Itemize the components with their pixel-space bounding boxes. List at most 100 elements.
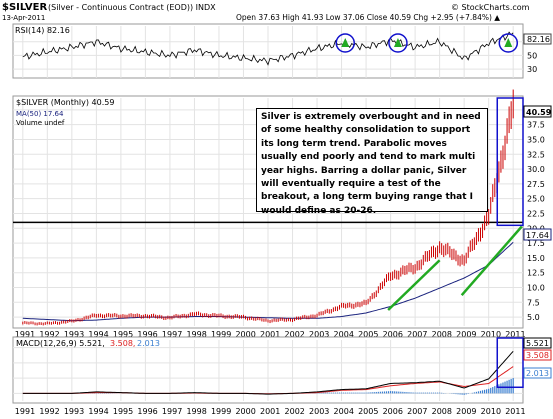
year-tick-label: 1991 [15,407,35,416]
price-year-axis: 1991 1992 1993 1994 1995 1996 1997 1998 1999 2000… [15,330,526,339]
price-tick-label: 17.5 [527,239,545,248]
chart-date: 13-Apr-2011 [2,14,45,22]
chart-quote: Open 37.63 High 41.93 Low 37.06 Close 40… [236,13,500,22]
year-tick-label: 2006 [383,330,403,339]
year-tick-label: 2007 [407,330,427,339]
year-tick-label: 2006 [383,407,403,416]
ma-line [22,241,514,322]
last-price-box [523,105,552,118]
year-tick-label: 1995 [113,330,133,339]
year-tick-label: 2011 [505,330,525,339]
macd-line [22,350,514,395]
year-tick-label: 1998 [186,330,206,339]
year-tick-label: 2002 [285,407,305,416]
year-tick-label: 2004 [334,330,354,339]
year-tick-label: 1993 [64,407,84,416]
rsi-value-label: 82.16 [527,35,550,44]
hist-value-label: 2.013 [526,369,549,378]
year-tick-label: 1994 [88,330,108,339]
chart-symbol: $SILVER [2,2,47,13]
year-tick-label: 1998 [186,407,206,416]
rsi-overbought-circle [335,33,355,53]
rsi-line [22,31,514,66]
year-tick-label: 1992 [39,407,59,416]
year-tick-label: 2003 [309,330,329,339]
price-tick-label: 27.5 [527,180,545,189]
hist-value-box [523,367,552,379]
year-tick-label: 1997 [162,407,182,416]
price-tick-label: 32.5 [527,150,545,159]
rsi-value-box [523,33,552,45]
rsi-peak-marker [504,38,513,47]
macd-year-axis: 1991 1992 1993 1994 1995 1996 1997 1998 1999 2000… [15,407,526,416]
year-tick-label: 2011 [505,407,525,416]
year-tick-label: 1992 [39,330,59,339]
rsi-overbought-circle [388,33,408,53]
ma-value-box [523,228,552,241]
price-tick-label: 35.0 [527,135,545,144]
year-tick-label: 2001 [260,407,280,416]
year-tick-label: 2000 [235,407,255,416]
year-tick-label: 2003 [309,407,329,416]
chart-description: (Silver - Continuous Contract (EOD)) IND… [48,3,216,12]
rsi-tick-label: 50 [527,51,537,60]
year-tick-label: 2005 [358,407,378,416]
annotation-box: Silver is extremely overbought and in ne… [256,108,488,216]
year-tick-label: 1995 [113,407,133,416]
year-tick-label: 2009 [456,407,476,416]
year-tick-label: 2000 [235,330,255,339]
macd-highlight-box [496,337,524,389]
price-tick-label: 25.0 [527,195,545,204]
signal-legend: 3.508, [110,339,135,348]
rsi-overbought-circle [498,33,519,53]
year-tick-label: 2008 [432,407,452,416]
year-tick-label: 1993 [64,330,84,339]
price-tick-label: 22.5 [527,209,545,218]
price-plot: 5.07.510.012.515.017.520.022.525.027.530… [13,89,545,326]
ma-legend: MA(50) 17.64 [16,110,64,118]
rsi-legend: RSI(14) 82.16 [15,26,70,35]
price-tick-label: 10.0 [527,284,545,293]
macd-value-box [523,337,552,349]
year-tick-label: 1997 [162,330,182,339]
price-tick-label: 15.0 [527,254,545,263]
histogram-legend: 2.013 [137,339,160,348]
rsi-tick-label: 30 [527,65,537,74]
price-tick-label: 5.0 [527,313,540,322]
year-tick-label: 1999 [211,330,231,339]
rsi-plot: 305070 [13,26,537,78]
price-highlight-box [496,97,524,227]
price-tick-label: 30.0 [527,165,545,174]
year-tick-label: 2001 [260,330,280,339]
last-price-label: 40.59 [526,108,552,117]
year-tick-label: 1994 [88,407,108,416]
year-tick-label: 2010 [481,330,501,339]
year-tick-label: 2009 [456,330,476,339]
year-tick-label: 2002 [285,330,305,339]
price-tick-label: 12.5 [527,269,545,278]
year-tick-label: 2004 [334,407,354,416]
rsi-peak-marker [341,38,350,47]
price-legend: $SILVER (Monthly) 40.59 [16,98,114,107]
macd-plot [13,337,524,401]
signal-value-box [523,349,552,361]
chart-source: © StockCharts.com [451,3,530,12]
price-tick-label: 7.5 [527,298,540,307]
year-tick-label: 1991 [15,330,35,339]
year-tick-label: 2008 [432,330,452,339]
price-tick-label: 37.5 [527,121,545,130]
year-tick-label: 1996 [137,330,157,339]
year-tick-label: 2010 [481,407,501,416]
year-tick-label: 1999 [211,407,231,416]
trend-line-upper [387,259,441,311]
ma-value-label: 17.64 [526,231,549,240]
rsi-peak-marker [393,38,402,47]
year-tick-label: 2007 [407,407,427,416]
signal-value-label: 3.508 [526,351,549,360]
volume-legend: Volume undef [16,119,65,127]
year-tick-label: 1996 [137,407,157,416]
macd-legend: MACD(12,26,9) 5.521, [16,339,105,348]
trend-line-lower [460,225,523,297]
year-tick-label: 2005 [358,330,378,339]
macd-value-label: 5.521 [526,339,549,348]
